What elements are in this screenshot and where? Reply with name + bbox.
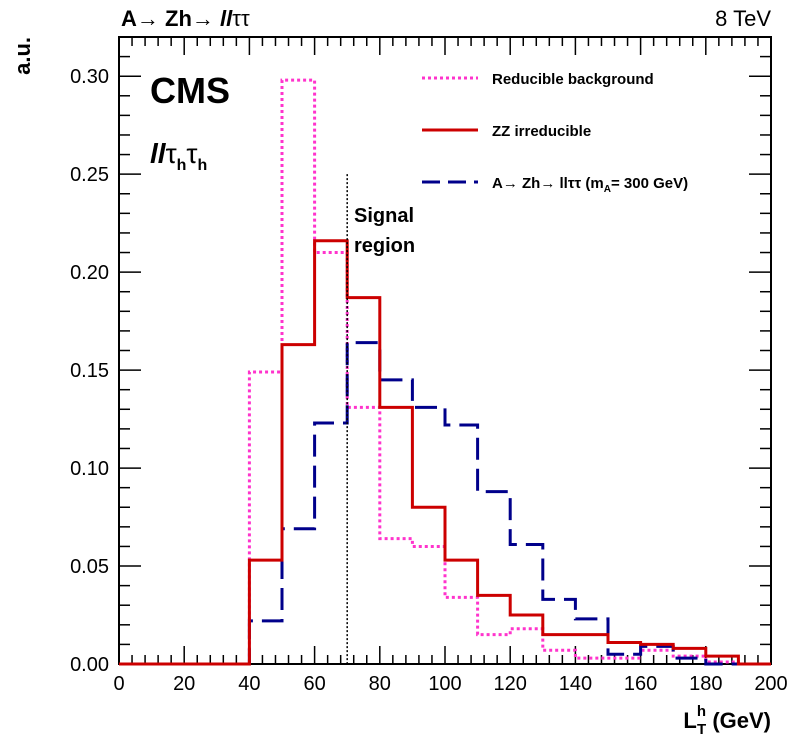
header-left: A→ Zh→ llττ: [121, 6, 250, 31]
x-tick-label: 80: [369, 673, 391, 695]
y-tick-label: 0.10: [70, 458, 109, 480]
x-tick-label: 100: [428, 673, 461, 695]
series-solid-histogram: [119, 239, 771, 666]
x-tick-label: 20: [173, 673, 195, 695]
experiment-label: CMS: [150, 70, 230, 111]
series-layer: [119, 78, 771, 666]
y-tick-label: 0.25: [70, 164, 109, 186]
y-tick-label: 0.15: [70, 360, 109, 382]
y-tick-label: 0.30: [70, 66, 109, 88]
axes: 0 20 40 60 80 100 120 140 160 180 200 0.00 0.05 0.10 0…: [70, 36, 788, 695]
signal-region-label-2: region: [354, 235, 415, 257]
y-tick-label: 0.20: [70, 262, 109, 284]
header-right: 8 TeV: [715, 6, 771, 31]
x-tick-label: 0: [113, 673, 124, 695]
x-tick-label: 40: [238, 673, 260, 695]
x-tick-label: 180: [689, 673, 722, 695]
y-tick-label: 0.05: [70, 556, 109, 578]
legend-label-zz: ZZ irreducible: [492, 123, 591, 140]
channel-label: llτhτh: [150, 138, 207, 174]
signal-region-label-1: Signal: [354, 205, 414, 227]
x-tick-label: 200: [754, 673, 787, 695]
series-dotted-histogram: [119, 78, 771, 666]
x-tick-label: 60: [303, 673, 325, 695]
x-axis-label: Lh T (GeV): [683, 703, 771, 738]
legend-label-reducible: Reducible background: [492, 71, 654, 88]
x-tick-label: 140: [559, 673, 592, 695]
y-axis-label: a.u.: [10, 37, 35, 75]
x-tick-label: 120: [494, 673, 527, 695]
x-tick-label: 160: [624, 673, 657, 695]
legend-label-signal: A→ Zh→ llττ (mA= 300 GeV): [492, 175, 688, 195]
legend: Reducible background ZZ irreducible A→ Z…: [422, 71, 688, 195]
series-dashed-histogram: [119, 341, 771, 666]
y-tick-label: 0.00: [70, 654, 109, 676]
